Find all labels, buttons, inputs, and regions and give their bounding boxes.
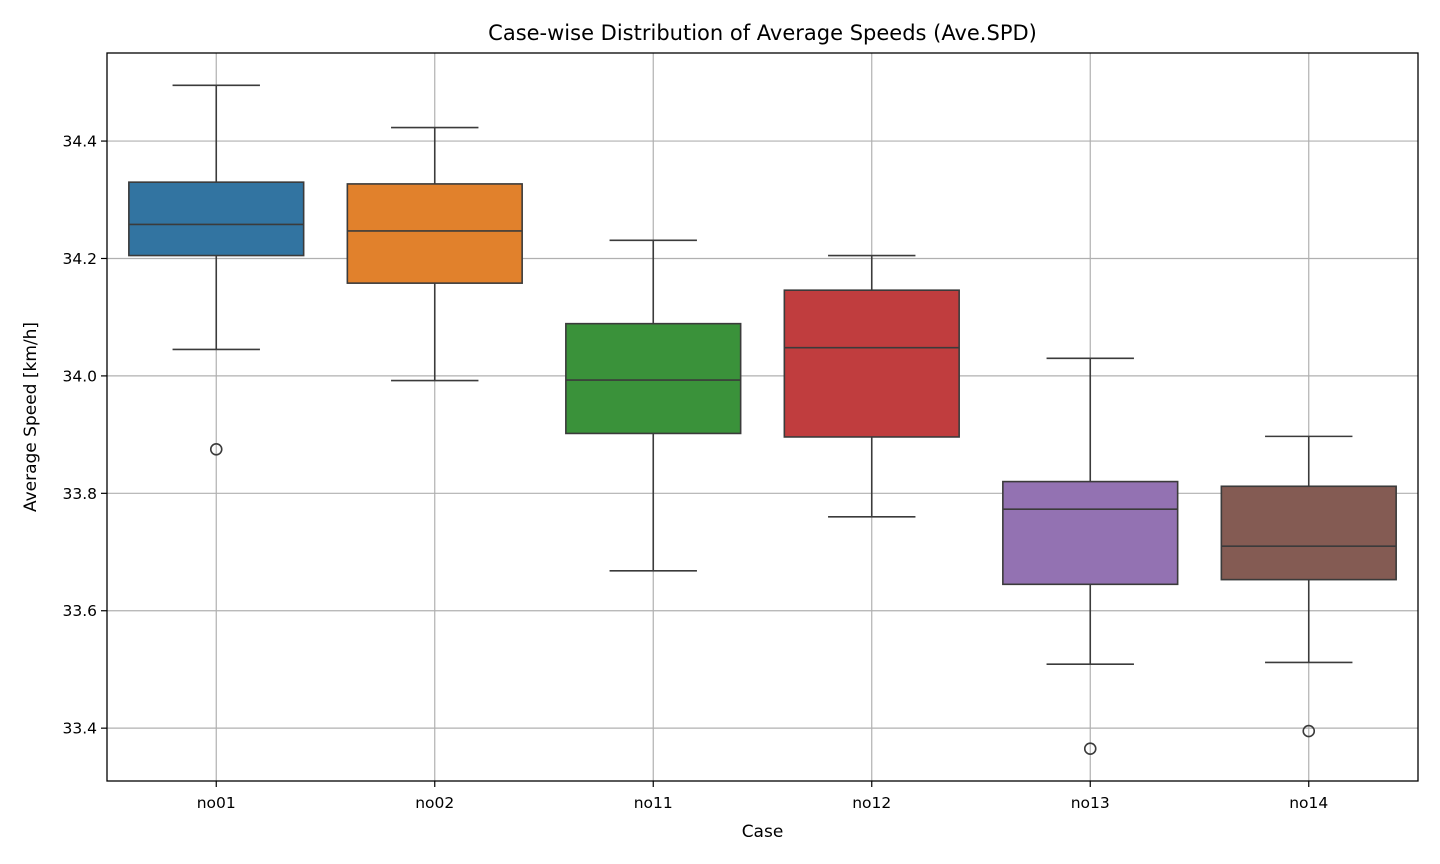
box-no02 <box>346 126 523 382</box>
y-axis-label: Average Speed [km/h] <box>21 322 41 512</box>
outlier-point <box>1083 742 1097 756</box>
y-tick-label: 34.4 <box>62 133 97 151</box>
box-body <box>346 183 523 284</box>
x-tick-label: no01 <box>197 794 236 812</box>
y-tick-label: 33.4 <box>62 720 97 738</box>
box-no12 <box>783 254 960 518</box>
box-no13 <box>1002 357 1179 756</box>
y-tick-label: 33.8 <box>62 485 97 503</box>
x-tick-label: no02 <box>415 794 454 812</box>
grid <box>107 53 1418 781</box>
x-tick-label: no11 <box>634 794 673 812</box>
box-body <box>783 289 960 438</box>
box-no14 <box>1220 435 1397 738</box>
chart-title: Case-wise Distribution of Average Speeds… <box>488 21 1037 45</box>
x-axis-label: Case <box>742 822 784 842</box>
box-body <box>565 322 742 435</box>
box-no11 <box>565 239 742 572</box>
y-tick-label: 34.2 <box>62 250 97 268</box>
box-body <box>1002 480 1179 586</box>
axes-frame <box>106 52 1419 782</box>
x-tick-label: no14 <box>1289 794 1328 812</box>
outlier-point <box>1302 724 1316 738</box>
box-body <box>1220 485 1397 581</box>
x-tick-label: no13 <box>1071 794 1110 812</box>
outlier-point <box>209 442 223 456</box>
box-no01 <box>128 84 305 456</box>
ticks: 33.4 33.6 33.8 34.0 34.2 34.4 no01 no02 no11 no12… <box>62 133 1328 812</box>
x-tick-label: no12 <box>852 794 891 812</box>
y-tick-label: 34.0 <box>62 367 97 385</box>
box-body <box>128 181 305 257</box>
y-tick-label: 33.6 <box>62 602 97 620</box>
boxes <box>128 84 1397 756</box>
